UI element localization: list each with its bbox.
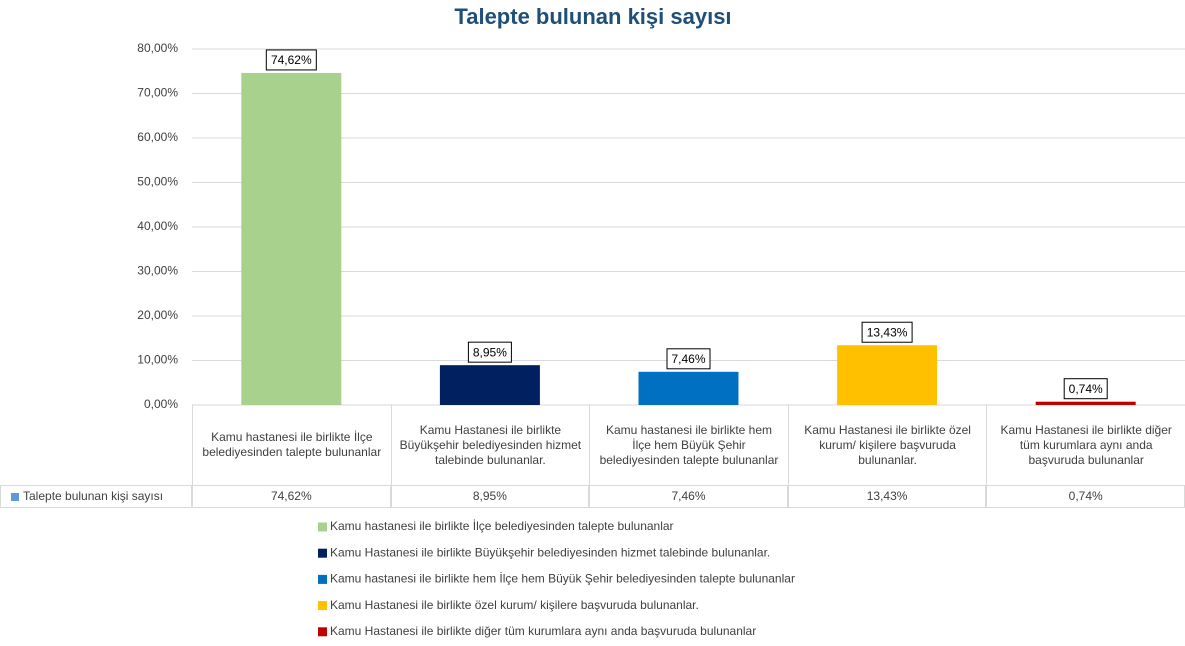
bar bbox=[241, 72, 342, 405]
data-label-box bbox=[1063, 378, 1108, 400]
data-label: 8,95% bbox=[473, 345, 507, 359]
table-cell: 8,95% bbox=[390, 485, 590, 508]
table-cell: 7,46% bbox=[589, 485, 788, 508]
legend-swatch bbox=[318, 522, 327, 532]
y-tick-label: 80,00% bbox=[137, 41, 178, 55]
x-tick-label: Kamu Hastanesi ile birlikte özel kurum/ … bbox=[787, 405, 987, 485]
y-tick-label: 20,00% bbox=[137, 308, 178, 322]
legend-swatch bbox=[318, 627, 327, 637]
x-tick-label: Kamu Hastanesi ile birlikte diğer tüm ku… bbox=[986, 405, 1185, 485]
legend-label: Kamu hastanesi ile birlikte İlçe belediy… bbox=[330, 519, 674, 533]
bar bbox=[837, 345, 938, 405]
data-label-box bbox=[467, 341, 512, 363]
data-label-box bbox=[265, 49, 317, 71]
bar bbox=[1035, 401, 1136, 405]
table-cell: 0,74% bbox=[986, 485, 1185, 508]
x-tick-label: Kamu hastanesi ile birlikte İlçe belediy… bbox=[192, 405, 391, 485]
table-row-header: Talepte bulunan kişi sayısı bbox=[0, 485, 192, 508]
data-label: 13,43% bbox=[867, 325, 908, 339]
x-tick-label: Kamu Hastanesi ile birlikte Büyükşehir b… bbox=[390, 405, 590, 485]
legend-label: Kamu Hastanesi ile birlikte özel kurum/ … bbox=[330, 598, 699, 612]
chart-title: Talepte bulunan kişi sayısı bbox=[454, 4, 731, 29]
legend-key bbox=[11, 492, 19, 501]
bar bbox=[439, 365, 540, 405]
legend-label: Kamu hastanesi ile birlikte hem İlçe hem… bbox=[330, 572, 795, 586]
data-label-box bbox=[666, 348, 711, 370]
legend-label: Kamu Hastanesi ile birlikte diğer tüm ku… bbox=[330, 624, 756, 638]
y-tick-label: 60,00% bbox=[137, 130, 178, 144]
y-tick-label: 0,00% bbox=[144, 397, 178, 411]
x-tick-label: Kamu hastanesi ile birlikte hem İlçe hem… bbox=[589, 405, 788, 485]
legend-label: Kamu Hastanesi ile birlikte Büyükşehir b… bbox=[330, 545, 770, 559]
legend-swatch bbox=[318, 574, 327, 584]
data-label: 74,62% bbox=[271, 53, 312, 67]
y-tick-label: 40,00% bbox=[137, 219, 178, 233]
y-tick-label: 70,00% bbox=[137, 86, 178, 100]
legend-swatch bbox=[318, 548, 327, 558]
y-tick-label: 30,00% bbox=[137, 264, 178, 278]
table-cell: 74,62% bbox=[192, 485, 391, 508]
data-label-box bbox=[861, 321, 913, 343]
data-label: 7,46% bbox=[671, 352, 705, 366]
series-name: Talepte bulunan kişi sayısı bbox=[23, 489, 164, 503]
y-tick-label: 50,00% bbox=[137, 175, 178, 189]
legend-swatch bbox=[318, 601, 327, 611]
table-cell: 13,43% bbox=[787, 485, 987, 508]
data-label: 0,74% bbox=[1069, 382, 1103, 396]
bar bbox=[638, 371, 739, 405]
y-tick-label: 10,00% bbox=[137, 353, 178, 367]
